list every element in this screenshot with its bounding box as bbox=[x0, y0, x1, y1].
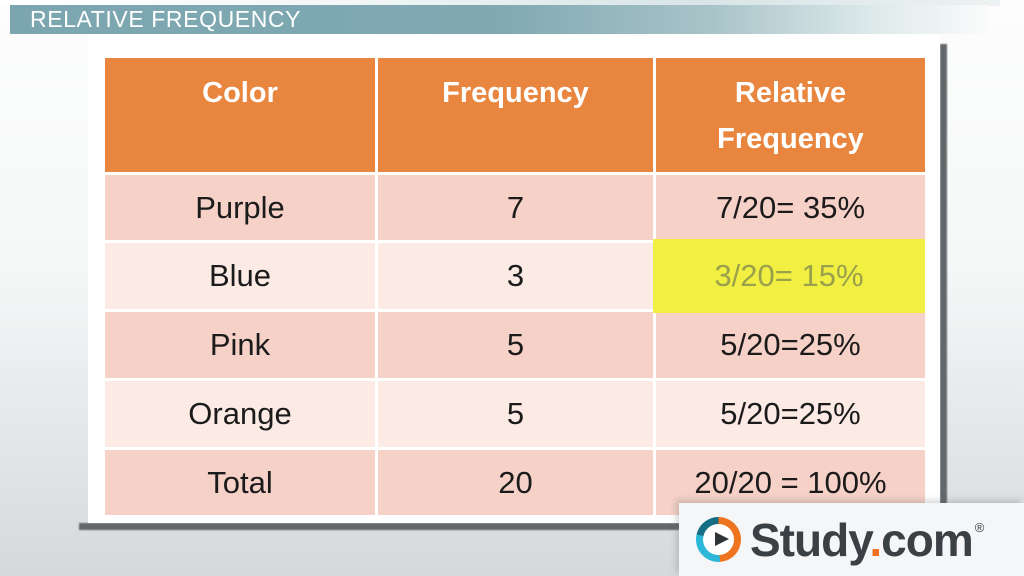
cell-frequency-blue: 3 bbox=[378, 243, 653, 309]
slide-card: Color Frequency Relative Frequency Purpl… bbox=[88, 34, 940, 523]
cell-frequency-pink: 5 bbox=[378, 312, 653, 378]
frequency-table: Color Frequency Relative Frequency Purpl… bbox=[105, 58, 925, 515]
registered-trademark-icon: ® bbox=[974, 519, 985, 535]
cell-frequency-orange: 5 bbox=[378, 381, 653, 447]
logo-study-text: Study bbox=[750, 513, 870, 566]
logo-dot: . bbox=[869, 513, 882, 566]
slide-title: RELATIVE FREQUENCY bbox=[30, 6, 302, 32]
cell-frequency-purple: 7 bbox=[378, 175, 653, 240]
column-header-relative-frequency: Relative Frequency bbox=[656, 58, 925, 172]
play-icon-triangle bbox=[715, 532, 729, 546]
cell-color-total: Total bbox=[105, 450, 375, 515]
top-edge-strip bbox=[0, 0, 1000, 6]
cell-color-orange: Orange bbox=[105, 381, 375, 447]
cell-color-purple: Purple bbox=[105, 175, 375, 240]
logo-com-text: com bbox=[881, 513, 974, 566]
studycom-wordmark: Study.com ® bbox=[750, 513, 985, 566]
cell-color-pink: Pink bbox=[105, 312, 375, 378]
column-header-color: Color bbox=[105, 58, 375, 172]
column-header-frequency: Frequency bbox=[378, 58, 653, 172]
card-shadow-bottom bbox=[79, 523, 945, 530]
cell-frequency-total: 20 bbox=[378, 450, 653, 515]
play-icon-inner-circle bbox=[703, 524, 734, 555]
card-shadow-right bbox=[940, 44, 947, 528]
play-icon bbox=[696, 517, 741, 562]
cell-relative-frequency-blue: 3/20= 15% bbox=[653, 239, 925, 313]
cell-color-blue: Blue bbox=[105, 243, 375, 309]
title-bar: RELATIVE FREQUENCY bbox=[10, 5, 988, 34]
cell-relative-frequency-purple: 7/20= 35% bbox=[656, 175, 925, 240]
cell-relative-frequency-orange: 5/20=25% bbox=[656, 381, 925, 447]
studycom-logo: Study.com ® bbox=[679, 503, 1024, 576]
highlighted-cell: 3/20= 15% bbox=[653, 239, 925, 313]
cell-relative-frequency-pink: 5/20=25% bbox=[656, 312, 925, 378]
